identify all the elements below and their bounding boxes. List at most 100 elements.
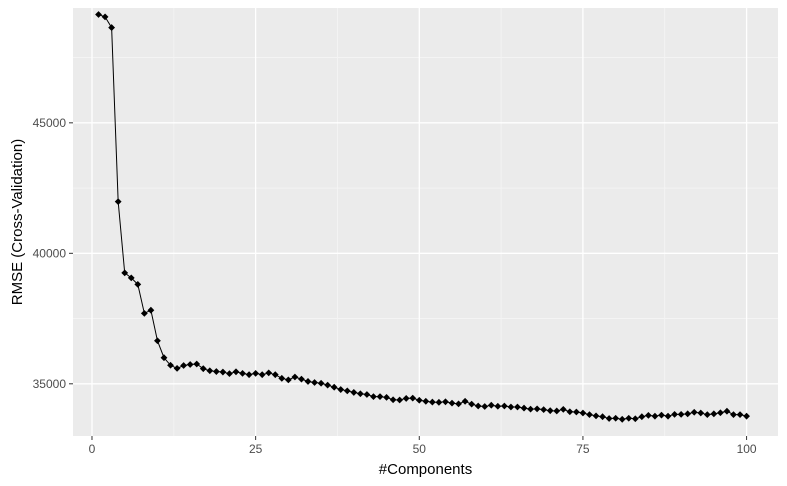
series-line: [98, 14, 747, 420]
data-point: [370, 393, 377, 400]
data-point: [690, 408, 698, 416]
x-axis-title: #Components: [379, 461, 472, 478]
data-point: [684, 410, 692, 418]
data-point: [284, 376, 292, 384]
data-point: [186, 361, 194, 368]
data-point: [232, 368, 240, 376]
data-point: [618, 415, 626, 423]
data-point: [677, 410, 685, 418]
data-point: [173, 365, 181, 372]
x-tick-label: 100: [737, 442, 757, 456]
data-point: [644, 411, 652, 419]
grid-minor: [73, 8, 778, 436]
data-point: [239, 369, 246, 377]
data-point: [481, 403, 489, 410]
data-point: [311, 379, 318, 386]
data-point: [160, 354, 168, 362]
data-point: [265, 369, 273, 377]
data-point: [494, 402, 502, 410]
data-point: [716, 409, 724, 417]
data-point: [520, 404, 528, 412]
data-point: [455, 400, 462, 408]
data-point: [258, 371, 266, 379]
data-point: [566, 408, 574, 416]
data-point: [730, 411, 737, 418]
data-point: [448, 399, 456, 407]
data-point: [206, 367, 214, 375]
x-tick-label: 75: [576, 442, 590, 456]
data-point: [507, 403, 515, 411]
data-point: [638, 413, 646, 421]
data-point: [599, 413, 606, 421]
data-point: [743, 412, 750, 420]
data-point: [396, 396, 404, 404]
data-point: [697, 409, 705, 417]
data-point: [304, 378, 312, 385]
data-point: [533, 405, 541, 413]
y-axis-ticks: 35000 40000 45000: [33, 116, 73, 391]
y-axis-title: RMSE (Cross-Validation): [9, 139, 26, 305]
data-point: [474, 402, 482, 410]
data-point: [428, 398, 436, 406]
data-point: [167, 361, 174, 369]
data-point: [212, 368, 220, 375]
data-point: [710, 410, 718, 418]
data-point: [468, 400, 476, 408]
data-point: [586, 411, 593, 418]
data-point: [101, 13, 109, 21]
data-point: [625, 414, 633, 422]
data-point: [337, 386, 345, 393]
x-tick-label: 0: [89, 442, 96, 456]
data-point: [252, 369, 260, 377]
data-point: [363, 391, 371, 398]
data-point: [664, 412, 672, 420]
data-point: [402, 395, 410, 402]
data-point: [553, 407, 561, 415]
x-tick-label: 25: [249, 442, 263, 456]
data-point: [487, 401, 495, 409]
data-point: [356, 390, 364, 398]
y-tick-label: 45000: [33, 116, 67, 130]
data-point: [271, 371, 279, 379]
grid-major: [73, 8, 778, 436]
data-point: [514, 403, 521, 411]
data-point: [540, 406, 548, 414]
data-point: [651, 412, 659, 420]
data-point: [409, 394, 417, 402]
data-point: [572, 408, 580, 416]
data-point: [442, 398, 449, 406]
data-point: [376, 393, 384, 400]
data-point: [134, 280, 142, 288]
data-point: [435, 398, 443, 406]
data-point: [95, 11, 102, 18]
data-point: [154, 337, 161, 345]
data-point: [298, 375, 305, 383]
data-point: [127, 274, 135, 282]
data-point: [324, 381, 332, 389]
data-point: [147, 306, 155, 314]
data-point: [461, 397, 469, 405]
data-point: [245, 371, 253, 379]
series-points: [95, 11, 750, 423]
data-point: [658, 411, 665, 419]
data-point: [605, 415, 613, 422]
data-point: [140, 309, 148, 317]
data-point: [527, 405, 534, 413]
data-point: [723, 407, 731, 415]
data-point: [278, 374, 286, 382]
data-point: [383, 393, 390, 401]
data-point: [612, 414, 620, 422]
data-point: [291, 373, 299, 381]
data-point: [703, 411, 711, 418]
data-point: [631, 415, 639, 423]
data-point: [219, 368, 227, 376]
data-point: [350, 389, 358, 396]
y-tick-label: 35000: [33, 377, 67, 391]
data-point: [546, 407, 554, 415]
data-point: [579, 409, 587, 417]
data-point: [671, 410, 678, 418]
y-tick-label: 40000: [33, 246, 67, 260]
x-axis-ticks: 0 25 50 75 100: [89, 436, 757, 456]
data-point: [592, 412, 600, 420]
